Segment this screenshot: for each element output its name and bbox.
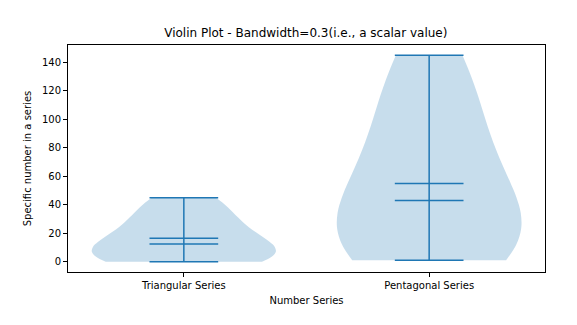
svg-text:60: 60 — [48, 171, 61, 182]
svg-text:100: 100 — [42, 114, 61, 125]
svg-text:0: 0 — [55, 256, 61, 267]
svg-text:40: 40 — [48, 199, 61, 210]
svg-text:20: 20 — [48, 228, 61, 239]
svg-text:Violin Plot - Bandwidth=0.3(i.: Violin Plot - Bandwidth=0.3(i.e., a scal… — [164, 26, 447, 40]
svg-text:80: 80 — [48, 142, 61, 153]
svg-text:120: 120 — [42, 85, 61, 96]
svg-text:Specific number in a series: Specific number in a series — [22, 91, 33, 227]
svg-text:Pentagonal Series: Pentagonal Series — [384, 280, 474, 291]
svg-text:140: 140 — [42, 57, 61, 68]
svg-text:Triangular Series: Triangular Series — [141, 280, 226, 291]
svg-text:Number Series: Number Series — [269, 295, 343, 306]
